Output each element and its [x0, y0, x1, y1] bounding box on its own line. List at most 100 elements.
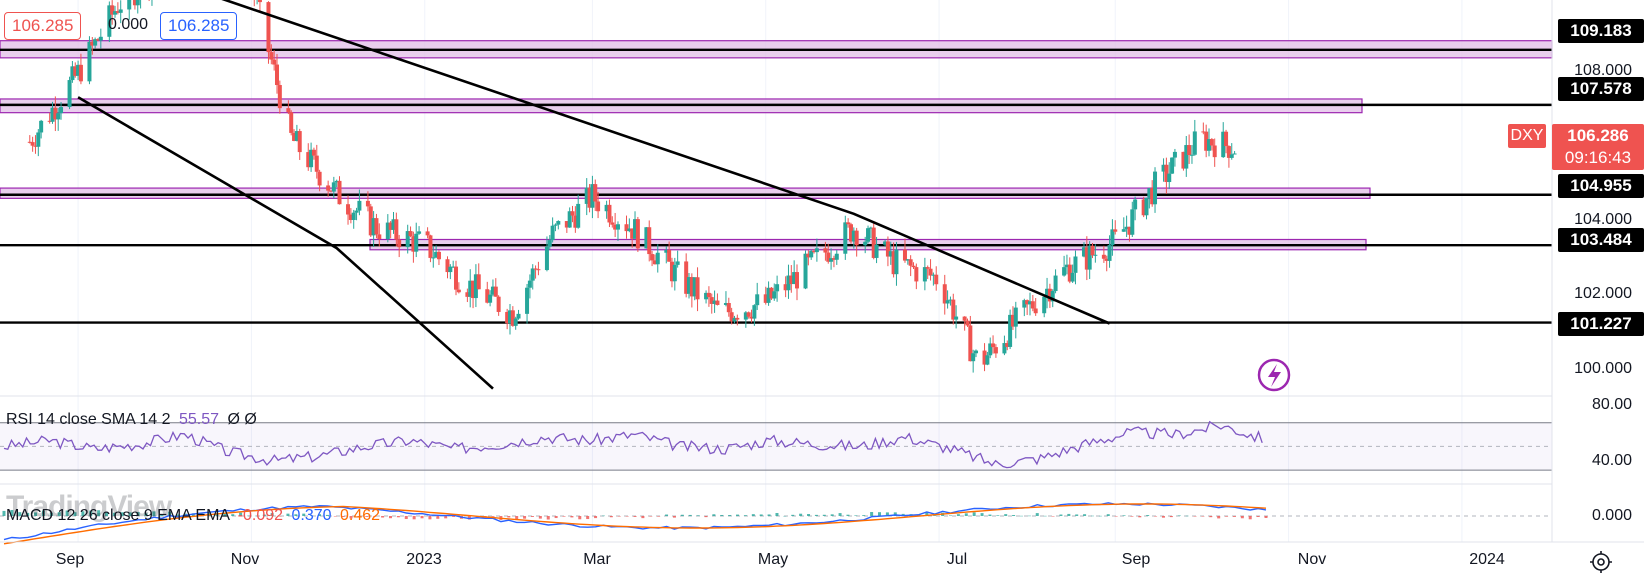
candle-body-89 — [377, 234, 382, 240]
candle-body-156 — [647, 227, 652, 255]
macd-hist-bar-7 — [57, 512, 61, 516]
candle-body-182 — [749, 316, 754, 319]
macd-hist-bar-76 — [601, 515, 605, 517]
macd-hist-bar-100 — [791, 514, 795, 516]
macd-hist-bar-11 — [89, 510, 93, 516]
candle-body-87 — [371, 218, 376, 236]
candle-body-235 — [962, 316, 967, 321]
macd-hist-bar-148 — [1169, 516, 1173, 518]
macd-hist-bar-93 — [736, 514, 740, 516]
macd-hist-bar-98 — [775, 513, 779, 516]
candle-body-240 — [982, 350, 987, 365]
candle-body-72 — [311, 149, 316, 156]
candle-body-73 — [314, 155, 319, 172]
macd-hist-bar-111 — [878, 512, 882, 516]
candle-body-193 — [792, 272, 797, 285]
level-tag-101227: 101.227 — [1558, 312, 1644, 336]
candle-body-278 — [1130, 209, 1135, 235]
macd-hist-bar-28 — [223, 512, 227, 516]
rsi-value: 55.57 — [178, 411, 220, 428]
candle-body-152 — [630, 228, 635, 239]
macd-hist-bar-120 — [949, 515, 952, 516]
candle-body-265 — [1081, 247, 1086, 257]
candle-body-106 — [448, 266, 453, 273]
lightning-icon[interactable] — [1257, 358, 1291, 392]
rsi-label: RSI 14 close SMA 14 2 — [6, 411, 171, 428]
candle-body-183 — [752, 305, 757, 319]
candle-body-177 — [729, 312, 734, 322]
candle-body-107 — [451, 266, 456, 268]
macd-hist-bar-43 — [341, 516, 345, 517]
level-tag-104955: 104.955 — [1558, 174, 1644, 198]
macd-hist-bar-5 — [41, 510, 45, 516]
candle-body-14 — [78, 64, 83, 82]
macd-hist-bar-9 — [73, 512, 77, 516]
macd-hist-bar-103 — [814, 514, 818, 516]
macd-hist-bar-62 — [491, 516, 495, 517]
macd-hist-bar-51 — [404, 516, 408, 520]
symbol-badge[interactable]: DXY — [1508, 124, 1546, 148]
candle-body-249 — [1013, 307, 1018, 327]
macd-hist-bar-89 — [704, 516, 708, 518]
macd-hist-bar-47 — [373, 516, 377, 517]
tradingview-logo: TradingView — [6, 490, 172, 523]
candle-body-175 — [723, 303, 728, 305]
candle-body-188 — [772, 291, 777, 299]
macd-hist-bar-14 — [112, 512, 116, 516]
candle-body-84 — [357, 200, 362, 211]
candle-body-220 — [902, 249, 907, 261]
zones — [0, 40, 1553, 251]
macd-hist-bar-143 — [1130, 516, 1134, 517]
candle-body-122 — [510, 310, 515, 326]
ohlc-price-left: 106.285 — [4, 12, 82, 40]
candle-body-138 — [573, 215, 578, 228]
candle-body-62 — [272, 59, 277, 65]
levels — [0, 48, 1552, 324]
candle-body-261 — [1064, 264, 1069, 268]
candle-body-213 — [871, 227, 876, 258]
level-tag-107578: 107.578 — [1558, 77, 1644, 101]
macd-hist-bar-146 — [1154, 516, 1158, 517]
candle-body-83 — [354, 210, 359, 213]
candle-body-4 — [39, 120, 44, 133]
candle-body-206 — [846, 222, 851, 225]
candle-body-68 — [294, 131, 299, 141]
candle-body-66 — [289, 112, 294, 133]
macd-hist-bar-109 — [862, 515, 866, 516]
candle-body-279 — [1133, 199, 1138, 210]
macd-hist-bar-142 — [1122, 515, 1126, 516]
candle-body-120 — [505, 311, 510, 324]
settings-gear-icon[interactable] — [1590, 551, 1612, 573]
candle-body-263 — [1070, 272, 1075, 282]
macd-hist-bar-134 — [1059, 514, 1063, 516]
macd-hist-bar-157 — [1240, 516, 1244, 519]
candle-body-25 — [127, 0, 132, 10]
macd-signal-line — [3, 503, 1267, 545]
candle-body-91 — [388, 222, 393, 230]
macd-legend[interactable]: MACD 12 26 close 9 EMA EMA -0.092 0.370 … — [6, 507, 380, 525]
candle-body-185 — [763, 294, 768, 303]
zone-2 — [0, 187, 1371, 199]
macd-hist-bar-88 — [696, 515, 700, 516]
macd-hist-bar-18 — [144, 513, 148, 516]
candle-body-95 — [405, 231, 410, 248]
candle-body-266 — [1084, 247, 1089, 270]
candle-body-157 — [650, 254, 655, 261]
macd-hist-bar-137 — [1083, 514, 1087, 516]
candle-body-203 — [831, 258, 836, 260]
candle-body-271 — [1104, 258, 1109, 261]
macd-hist-bar-145 — [1146, 515, 1150, 516]
macd-hist-bar-132 — [1043, 515, 1047, 517]
candle-body-0 — [27, 141, 32, 143]
candle-body-166 — [687, 277, 692, 294]
candle-body-244 — [993, 347, 998, 354]
candle-body-290 — [1181, 151, 1186, 169]
candle-body-80 — [346, 204, 351, 215]
candle-body-126 — [527, 280, 532, 288]
macd-hist-bar-97 — [767, 514, 771, 516]
candle-body-2 — [33, 145, 38, 147]
rsi-legend[interactable]: RSI 14 close SMA 14 2 55.57 Ø Ø — [6, 411, 257, 429]
macd-hist-bar-40 — [318, 514, 321, 516]
indicators — [0, 420, 1552, 545]
